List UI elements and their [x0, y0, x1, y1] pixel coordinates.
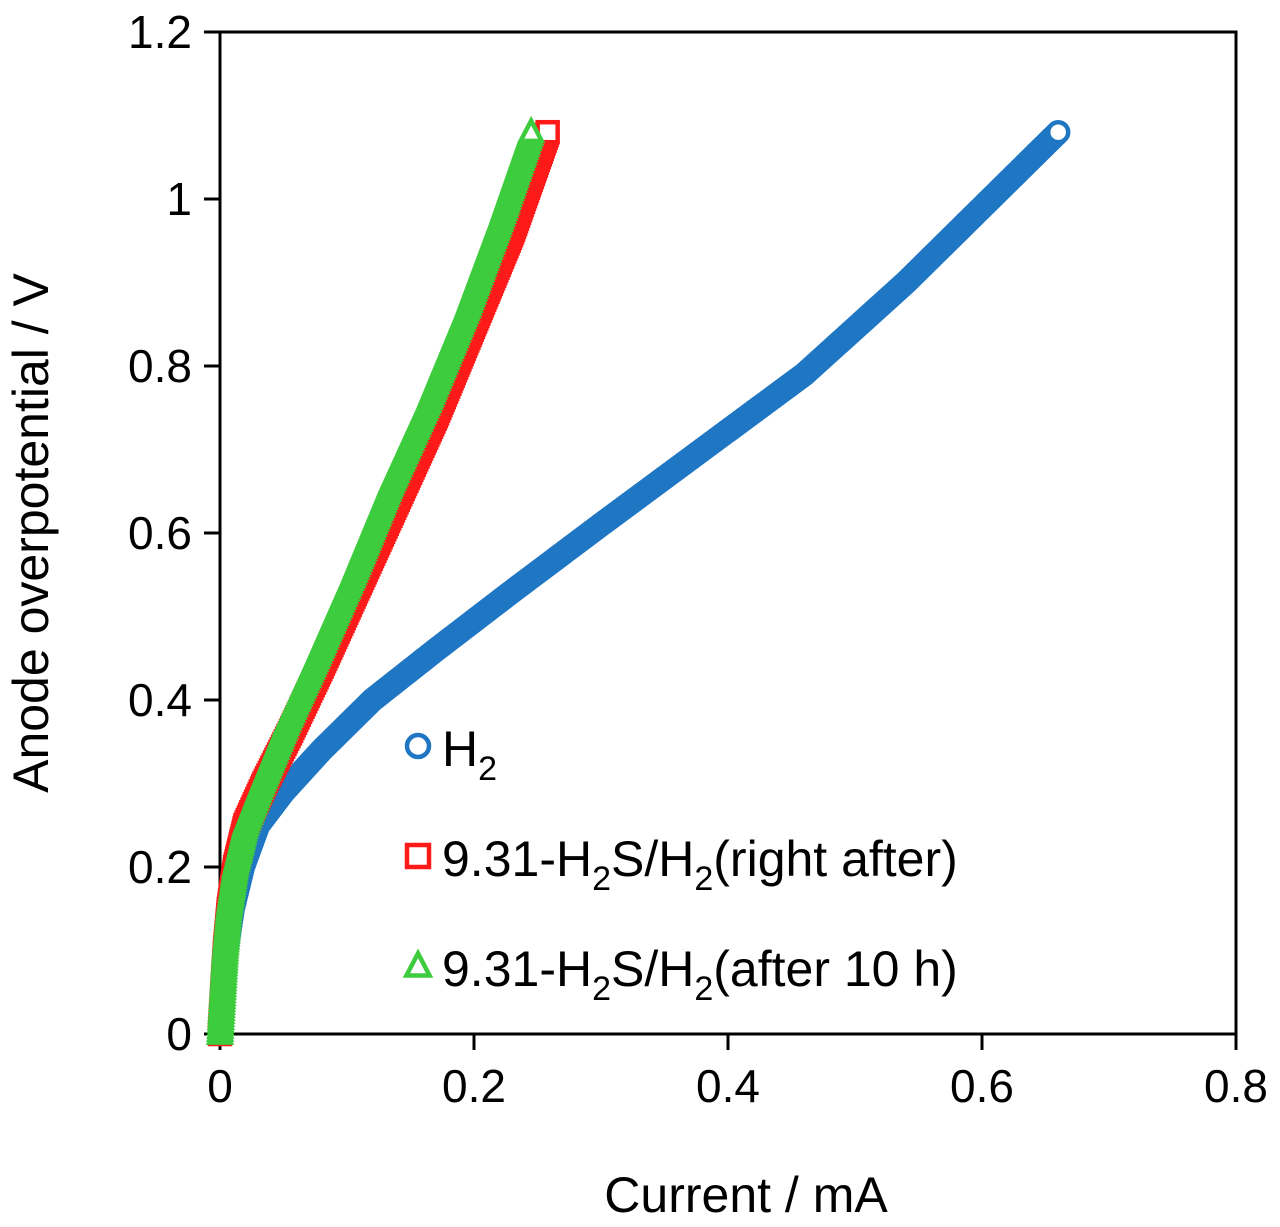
x-tick-label: 0 [207, 1060, 233, 1112]
y-axis-ticks: 0 0.2 0.4 0.6 0.8 1 1.2 [128, 6, 220, 1060]
x-tick-label: 0.4 [696, 1060, 760, 1112]
legend-item-h2: H2 [404, 721, 497, 788]
legend-label: 9.31-H2S/H2(right after) [442, 831, 958, 898]
y-tick-label: 0.8 [128, 340, 192, 392]
y-tick-label: 0.4 [128, 674, 192, 726]
legend-label: H2 [442, 721, 497, 788]
x-axis-ticks: 0 0.2 0.4 0.6 0.8 [207, 1034, 1268, 1112]
series-after_10h [205, 115, 546, 1045]
legend-item-after_10h: 9.31-H2S/H2(after 10 h) [402, 941, 958, 1008]
data-point [1045, 119, 1071, 145]
y-tick-label: 0 [166, 1008, 192, 1060]
triangle-marker-icon [402, 948, 434, 978]
x-tick-label: 0.2 [442, 1060, 506, 1112]
data-point [516, 115, 546, 144]
y-tick-label: 1.2 [128, 6, 192, 58]
legend: H2 9.31-H2S/H2(right after) 9.31-H2S/H2(af… [402, 721, 958, 1008]
y-axis-title: Anode overpotential / V [3, 272, 59, 792]
square-marker-icon [404, 842, 432, 870]
x-axis-title: Current / mA [604, 1167, 888, 1223]
y-tick-label: 0.6 [128, 507, 192, 559]
y-tick-label: 1 [166, 173, 192, 225]
y-tick-label: 0.2 [128, 841, 192, 893]
circle-marker-icon [404, 732, 432, 760]
x-tick-label: 0.8 [1204, 1060, 1268, 1112]
series-layer [205, 115, 1071, 1047]
legend-label: 9.31-H2S/H2(after 10 h) [442, 941, 958, 1008]
series-h2 [207, 119, 1071, 1047]
legend-item-right_after: 9.31-H2S/H2(right after) [404, 831, 958, 898]
x-tick-label: 0.6 [950, 1060, 1014, 1112]
